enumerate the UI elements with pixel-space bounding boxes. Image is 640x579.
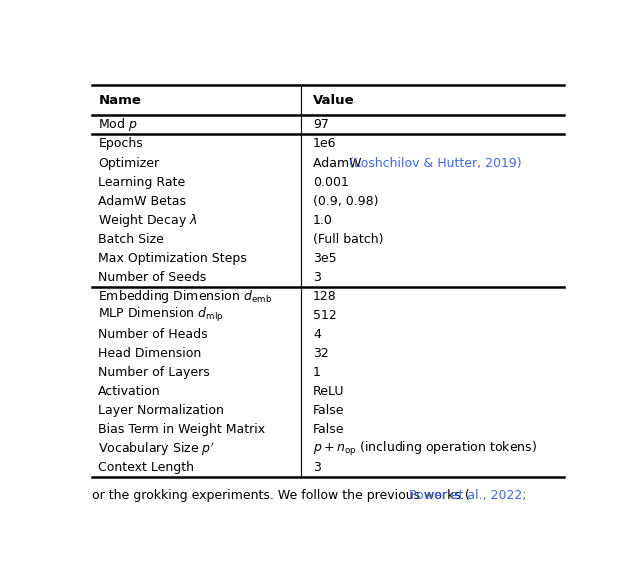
Text: 1e6: 1e6 (313, 137, 337, 151)
Text: AdamW Betas: AdamW Betas (99, 195, 186, 208)
Text: Epochs: Epochs (99, 137, 143, 151)
Text: Learning Rate: Learning Rate (99, 175, 186, 189)
Text: Optimizer: Optimizer (99, 156, 159, 170)
Text: Context Length: Context Length (99, 461, 195, 474)
Text: Number of Heads: Number of Heads (99, 328, 208, 341)
Text: Weight Decay $\lambda$: Weight Decay $\lambda$ (99, 212, 198, 229)
Text: MLP Dimension $d_{\mathrm{mlp}}$: MLP Dimension $d_{\mathrm{mlp}}$ (99, 306, 224, 324)
Text: 3e5: 3e5 (313, 252, 337, 265)
Text: 512: 512 (313, 309, 337, 322)
Text: 0.001: 0.001 (313, 175, 349, 189)
Text: (0.9, 0.98): (0.9, 0.98) (313, 195, 379, 208)
Text: Activation: Activation (99, 385, 161, 398)
Text: 3: 3 (313, 271, 321, 284)
Text: Batch Size: Batch Size (99, 233, 164, 245)
Text: AdamW: AdamW (313, 156, 365, 170)
Text: Number of Seeds: Number of Seeds (99, 271, 207, 284)
Text: Power et al., 2022;: Power et al., 2022; (409, 489, 526, 502)
Text: $p + n_{\mathrm{op}}$ (including operation tokens): $p + n_{\mathrm{op}}$ (including operati… (313, 440, 537, 458)
Text: False: False (313, 404, 344, 417)
Text: 1: 1 (313, 366, 321, 379)
Text: Value: Value (313, 94, 355, 107)
Text: Max Optimization Steps: Max Optimization Steps (99, 252, 247, 265)
Text: Mod $p$: Mod $p$ (99, 116, 138, 133)
Text: Layer Normalization: Layer Normalization (99, 404, 224, 417)
Text: (Full batch): (Full batch) (313, 233, 383, 245)
Text: Name: Name (99, 94, 141, 107)
Text: Number of Layers: Number of Layers (99, 366, 210, 379)
Text: False: False (313, 423, 344, 437)
Text: 32: 32 (313, 347, 329, 360)
Text: ReLU: ReLU (313, 385, 344, 398)
Text: Vocabulary Size $p'$: Vocabulary Size $p'$ (99, 440, 215, 457)
Text: (Loshchilov & Hutter, 2019): (Loshchilov & Hutter, 2019) (349, 156, 522, 170)
Text: Head Dimension: Head Dimension (99, 347, 202, 360)
Text: Embedding Dimension $d_{\mathrm{emb}}$: Embedding Dimension $d_{\mathrm{emb}}$ (99, 288, 273, 305)
Text: Bias Term in Weight Matrix: Bias Term in Weight Matrix (99, 423, 266, 437)
Text: 1.0: 1.0 (313, 214, 333, 227)
Text: 128: 128 (313, 290, 337, 303)
Text: 3: 3 (313, 461, 321, 474)
Text: 97: 97 (313, 119, 329, 131)
Text: or the grokking experiments. We follow the previous works (: or the grokking experiments. We follow t… (92, 489, 470, 502)
Text: 4: 4 (313, 328, 321, 341)
